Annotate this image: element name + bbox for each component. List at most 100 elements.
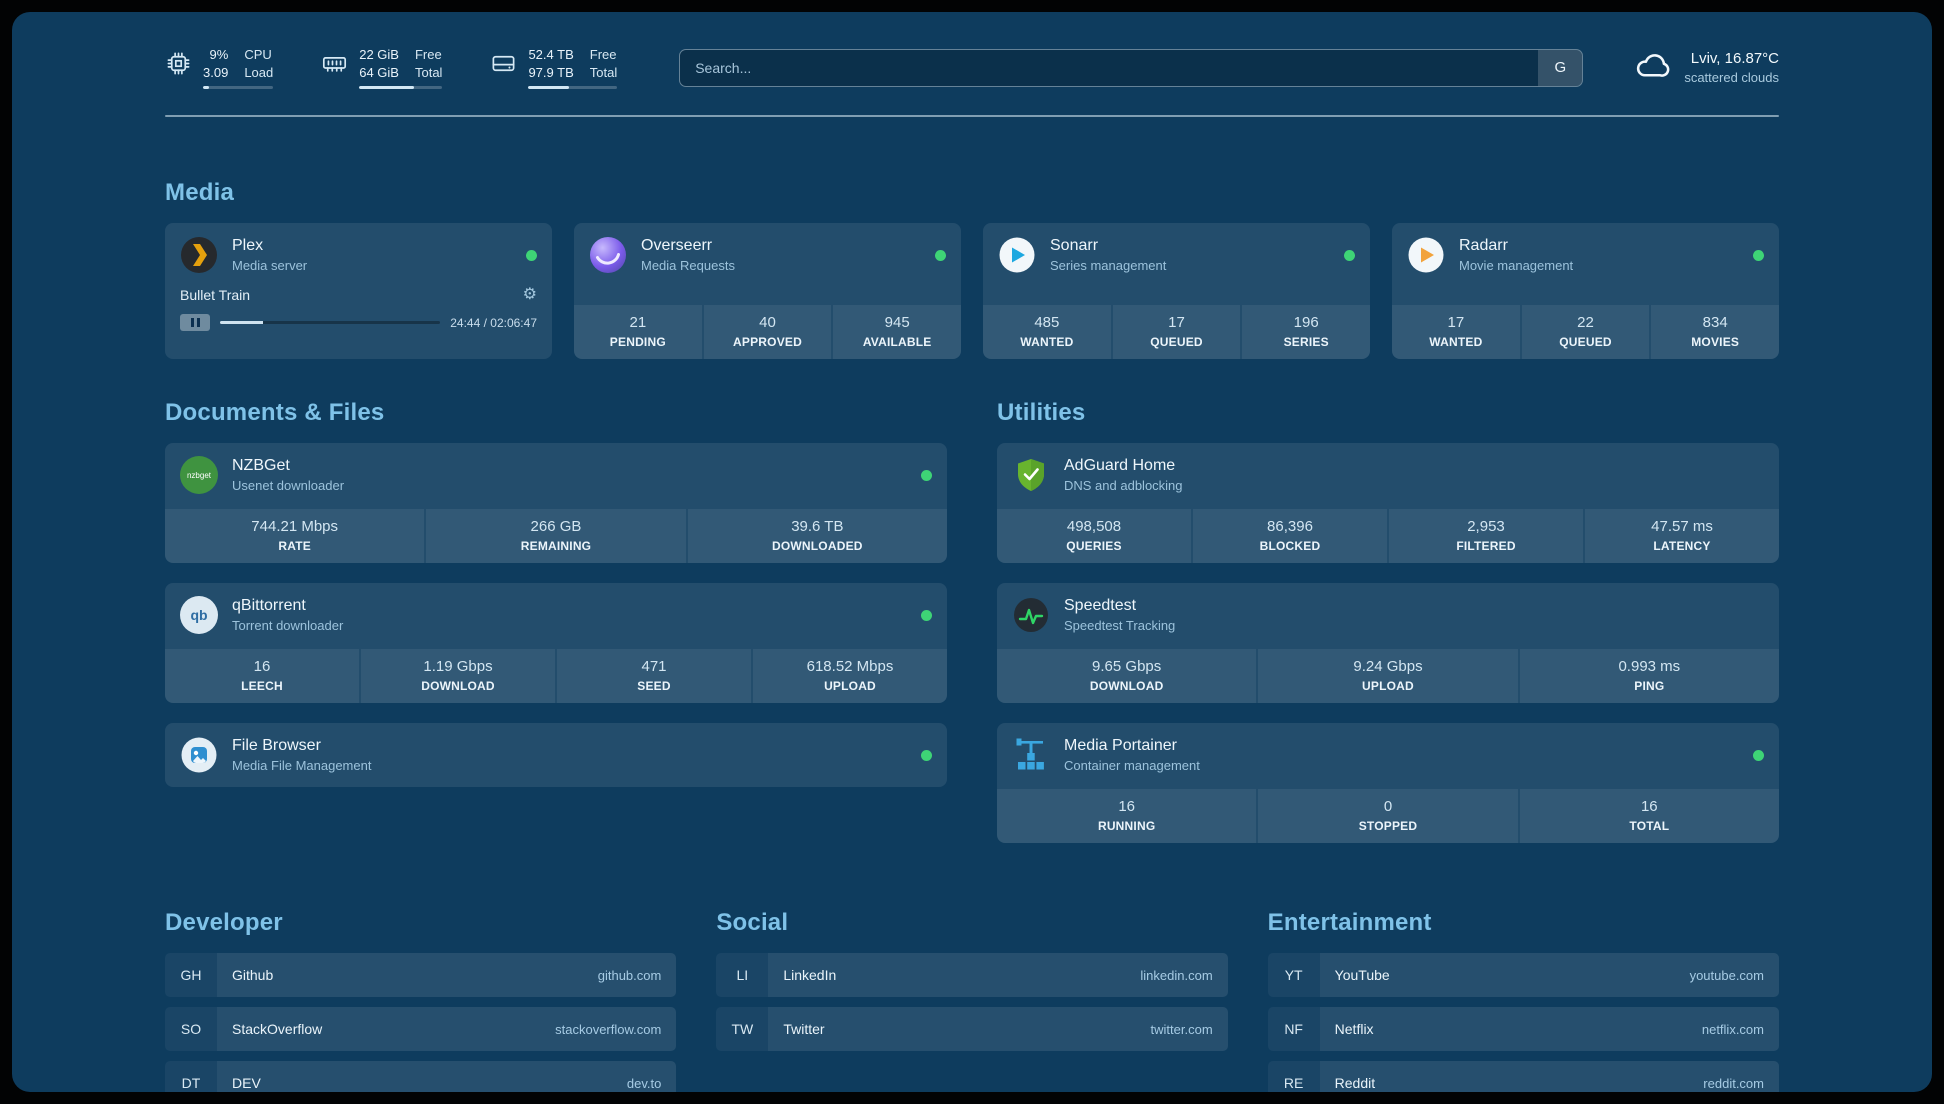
bookmark-abbr: NF [1267, 1007, 1320, 1052]
bookmark-domain: github.com [597, 967, 662, 983]
stat: 498,508 QUERIES [997, 509, 1191, 564]
bookmark-dev[interactable]: DT DEV dev.to [165, 1061, 677, 1092]
memory-total-label: Total [414, 64, 443, 80]
search-input[interactable] [679, 48, 1584, 87]
qbittorrent-card[interactable]: qb qBittorrent Torrent downloader 16 [165, 583, 947, 704]
adguard-card[interactable]: AdGuard Home DNS and adblocking 498,508 … [997, 443, 1779, 564]
cpu-resource-widget: 9% CPU 3.09 Load [165, 46, 274, 90]
speedtest-icon [1012, 596, 1050, 634]
stat: 40 APPROVED [703, 305, 832, 360]
cpu-load-label: Load [244, 64, 274, 80]
stat: 86,396 BLOCKED [1193, 509, 1387, 564]
service-subtitle: Speedtest Tracking [1064, 618, 1176, 634]
bookmark-domain: youtube.com [1689, 967, 1764, 983]
memory-resource-widget: 22 GiB Free 64 GiB Total [321, 46, 443, 90]
filebrowser-card[interactable]: File Browser Media File Management [165, 723, 947, 788]
overseerr-card[interactable]: Overseerr Media Requests 21 PENDING 40 A… [574, 223, 961, 360]
playback-progress-bar[interactable] [220, 321, 441, 325]
bookmark-linkedin[interactable]: LI LinkedIn linkedin.com [716, 953, 1228, 998]
search-provider-button[interactable]: G [1538, 49, 1583, 86]
stat: 39.6 TB DOWNLOADED [687, 509, 947, 564]
stat: 9.24 Gbps UPLOAD [1258, 649, 1518, 704]
bookmark-domain: dev.to [626, 1075, 662, 1091]
stat-label: RUNNING [1097, 819, 1156, 834]
service-subtitle: DNS and adblocking [1064, 478, 1183, 494]
now-playing-title: Bullet Train [180, 287, 251, 304]
service-title: Speedtest [1064, 597, 1137, 615]
bookmark-netflix[interactable]: NF Netflix netflix.com [1267, 1007, 1779, 1052]
adguard-icon [1012, 456, 1050, 494]
stat-value: 945 [884, 314, 910, 332]
status-dot [921, 749, 932, 761]
stat: 485 WANTED [983, 305, 1111, 360]
speedtest-card[interactable]: Speedtest Speedtest Tracking 9.65 Gbps D… [997, 583, 1779, 704]
memory-icon [321, 46, 348, 82]
stat-label: SEED [637, 679, 671, 694]
stat: 471 SEED [557, 649, 751, 704]
stat-value: 16 [1640, 798, 1658, 816]
service-title: Radarr [1459, 237, 1508, 255]
service-title: NZBGet [232, 457, 290, 475]
stat: 618.52 Mbps UPLOAD [753, 649, 947, 704]
disk-resource-widget: 52.4 TB Free 97.9 TB Total [490, 46, 618, 90]
bookmark-group-entertainment: Entertainment YT YouTube youtube.com NF … [1267, 909, 1779, 1092]
stat-value: 16 [1118, 798, 1135, 816]
stat-value: 196 [1293, 314, 1319, 332]
status-dot [1753, 249, 1764, 261]
pause-button[interactable] [180, 314, 210, 332]
stat-label: MOVIES [1691, 335, 1740, 350]
disk-icon [490, 46, 517, 82]
status-dot [921, 469, 932, 481]
bookmark-name: Github [232, 967, 274, 984]
disk-total: 97.9 TB [528, 64, 574, 80]
stat-label: WANTED [1429, 335, 1483, 350]
cpu-progress-bar [203, 86, 274, 90]
bookmark-github[interactable]: GH Github github.com [165, 953, 677, 998]
stat-label: BLOCKED [1259, 539, 1321, 554]
stat-label: RATE [278, 539, 311, 554]
filebrowser-icon [180, 736, 218, 774]
stat: 16 TOTAL [1519, 789, 1779, 844]
bookmark-abbr: LI [716, 953, 769, 998]
cpu-label: CPU [244, 47, 272, 62]
stat-value: 22 [1577, 314, 1594, 332]
sonarr-icon [998, 236, 1036, 274]
bookmark-youtube[interactable]: YT YouTube youtube.com [1267, 953, 1779, 998]
weather-widget[interactable]: Lviv, 16.87°C scattered clouds [1633, 46, 1779, 89]
stat-value: 834 [1702, 314, 1728, 332]
stat-label: DOWNLOADED [771, 539, 863, 554]
section-title-media: Media [165, 179, 235, 207]
bookmark-twitter[interactable]: TW Twitter twitter.com [716, 1007, 1228, 1052]
stat-label: FILTERED [1456, 539, 1516, 554]
bookmark-abbr: TW [716, 1007, 769, 1052]
bookmark-stackoverflow[interactable]: SO StackOverflow stackoverflow.com [165, 1007, 677, 1052]
bookmark-name: StackOverflow [232, 1021, 323, 1038]
bookmark-domain: twitter.com [1150, 1021, 1213, 1037]
overseerr-icon [589, 236, 627, 274]
service-subtitle: Media server [232, 258, 308, 274]
stat: 47.57 ms LATENCY [1585, 509, 1779, 564]
stat-label: UPLOAD [1362, 679, 1414, 694]
portainer-card[interactable]: Media Portainer Container management 16 … [997, 723, 1779, 844]
bookmark-name: Reddit [1334, 1075, 1376, 1092]
weather-condition: scattered clouds [1684, 70, 1779, 86]
radarr-card[interactable]: Radarr Movie management 17 WANTED 22 QUE… [1392, 223, 1779, 360]
cpu-load: 3.09 [203, 64, 229, 80]
plex-card[interactable]: Plex Media server Bullet Train ⚙ [165, 223, 552, 360]
bookmark-abbr: RE [1267, 1061, 1320, 1092]
cpu-percent: 9% [209, 47, 229, 62]
stat: 196 SERIES [1242, 305, 1370, 360]
service-title: Media Portainer [1064, 737, 1177, 755]
stat-label: SERIES [1283, 335, 1329, 350]
bookmark-reddit[interactable]: RE Reddit reddit.com [1267, 1061, 1779, 1092]
stat: 9.65 Gbps DOWNLOAD [997, 649, 1257, 704]
stat-label: PING [1634, 679, 1665, 694]
stat: 0 STOPPED [1258, 789, 1518, 844]
nzbget-card[interactable]: nzbget NZBGet Usenet downloader 744.21 M… [165, 443, 947, 564]
memory-progress-fill [359, 86, 415, 90]
stat-label: QUEUED [1150, 335, 1203, 350]
playback-progress-fill [220, 321, 263, 325]
sonarr-card[interactable]: Sonarr Series management 485 WANTED 17 Q… [983, 223, 1370, 360]
gear-icon[interactable]: ⚙ [522, 286, 537, 304]
stat-value: 2,953 [1467, 518, 1505, 536]
